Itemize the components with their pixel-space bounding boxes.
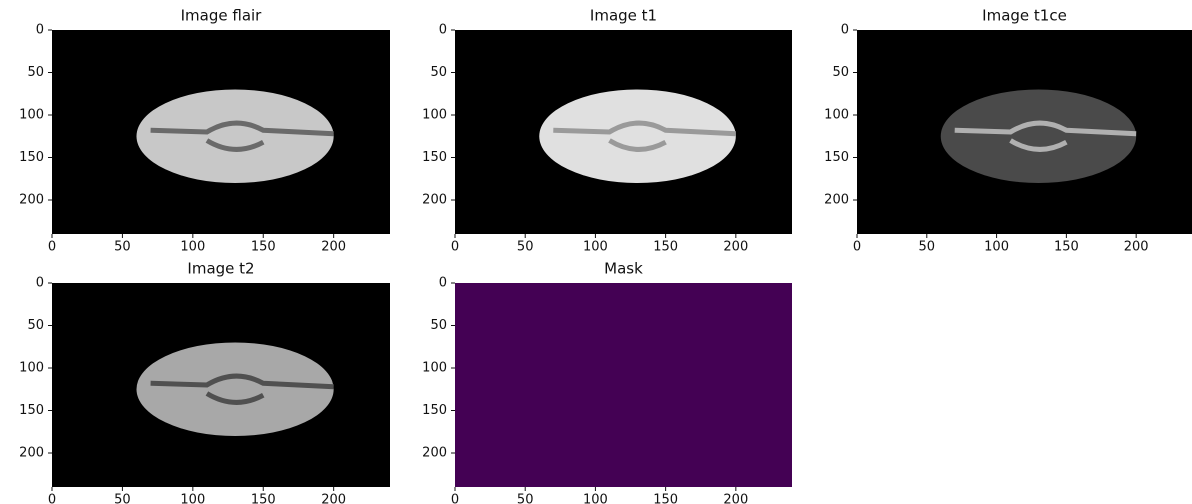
subplot-title: Image t1 [590,7,657,25]
x-tick-label: 0 [48,493,56,504]
x-tick-label: 50 [114,240,131,255]
x-tick-label: 50 [919,240,936,255]
y-tick-label: 100 [422,361,447,376]
x-tick-label: 100 [583,493,608,504]
x-tick-label: 50 [114,493,131,504]
y-tick-label: 0 [841,23,849,38]
x-tick-label: 150 [251,240,276,255]
y-tick-label: 0 [36,23,44,38]
y-tick-label: 0 [439,23,447,38]
subplot-title: Image t1ce [982,7,1067,25]
y-tick-label: 50 [430,318,447,333]
y-tick-label: 150 [19,403,44,418]
x-tick-label: 200 [321,240,346,255]
x-tick-label: 0 [48,240,56,255]
y-tick-label: 200 [19,446,44,461]
brain [137,90,334,184]
x-tick-label: 100 [583,240,608,255]
y-tick-label: 50 [832,65,849,80]
image [455,283,792,487]
y-tick-label: 50 [27,318,44,333]
x-tick-label: 0 [451,493,459,504]
y-tick-label: 200 [422,446,447,461]
x-tick-label: 150 [1054,240,1079,255]
x-tick-label: 100 [984,240,1009,255]
y-tick-label: 50 [430,65,447,80]
brain [539,90,736,184]
subplot-title: Image flair [181,7,263,25]
x-tick-label: 100 [180,240,205,255]
y-tick-label: 150 [422,403,447,418]
y-tick-label: 0 [36,276,44,291]
x-tick-label: 150 [653,493,678,504]
subplot-title: Mask [604,260,643,278]
x-tick-label: 0 [451,240,459,255]
x-tick-label: 150 [653,240,678,255]
subplot-title: Image t2 [187,260,254,278]
y-tick-label: 200 [19,193,44,208]
y-tick-label: 150 [19,150,44,165]
brain [941,90,1136,184]
y-tick-label: 100 [422,108,447,123]
y-tick-label: 100 [824,108,849,123]
x-tick-label: 200 [321,493,346,504]
y-tick-label: 150 [824,150,849,165]
figure: Image flair 0 50 100 150 200 0 50 100 150 200 Image… [0,0,1192,504]
x-tick-label: 200 [723,493,748,504]
x-tick-label: 100 [180,493,205,504]
y-tick-label: 150 [422,150,447,165]
y-tick-label: 100 [19,108,44,123]
x-tick-label: 50 [517,240,534,255]
x-tick-label: 0 [853,240,861,255]
y-tick-label: 0 [439,276,447,291]
x-tick-label: 50 [517,493,534,504]
y-tick-label: 100 [19,361,44,376]
x-tick-label: 200 [723,240,748,255]
x-tick-label: 200 [1124,240,1149,255]
y-tick-label: 200 [422,193,447,208]
y-tick-label: 200 [824,193,849,208]
brain [137,343,334,437]
y-tick-label: 50 [27,65,44,80]
x-tick-label: 150 [251,493,276,504]
